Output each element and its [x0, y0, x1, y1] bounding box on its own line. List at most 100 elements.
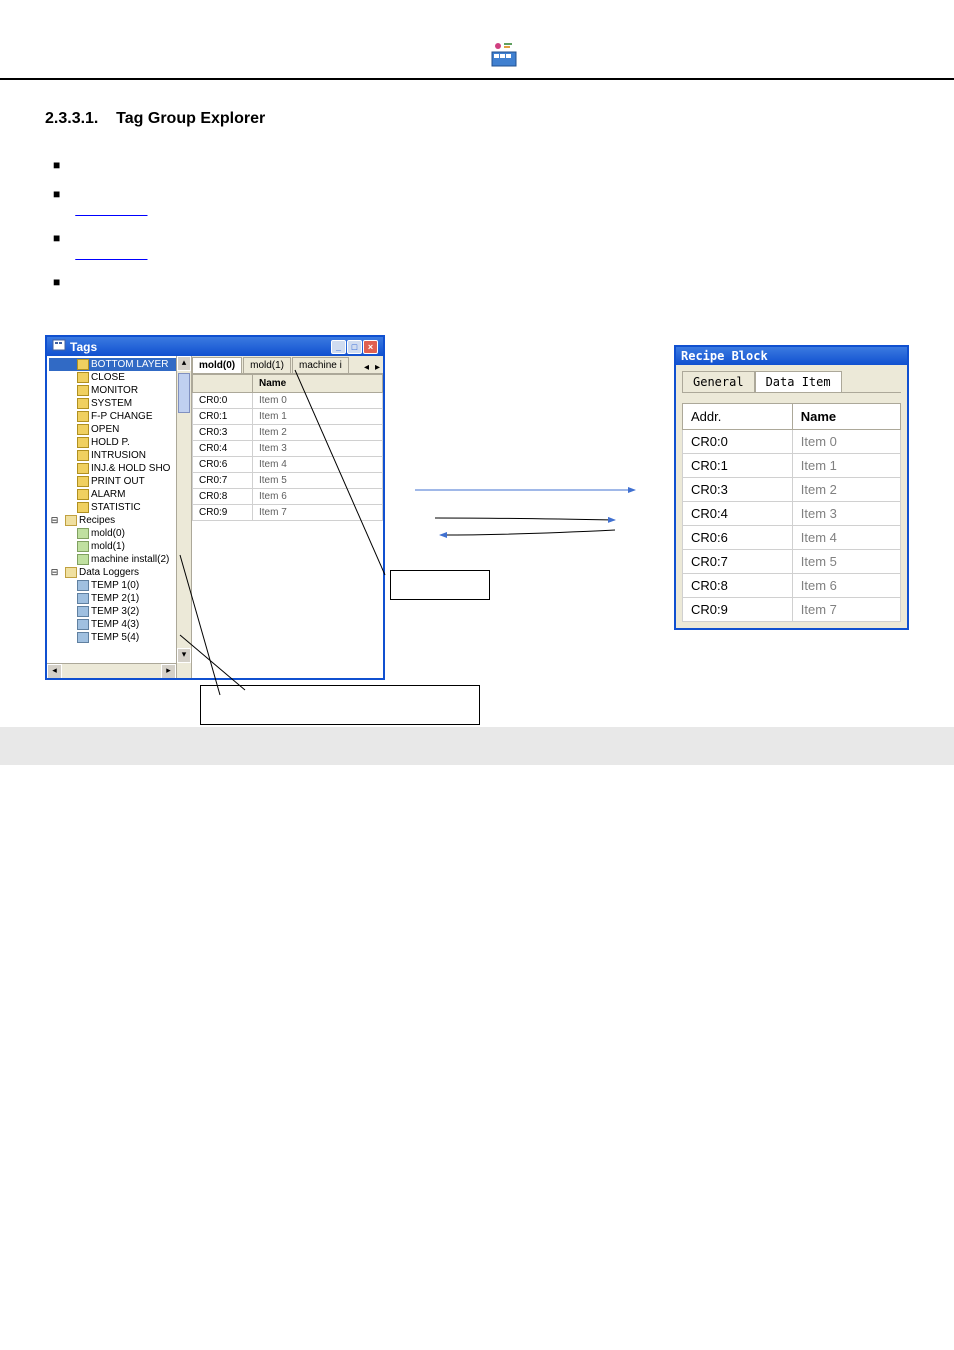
scrollbar-vertical[interactable]: ▴ ▾: [176, 356, 191, 678]
tree-item[interactable]: SYSTEM: [49, 397, 191, 410]
tree-item[interactable]: ⊟ Data Loggers: [49, 566, 191, 579]
table-row[interactable]: CR0:6Item 4: [683, 526, 901, 550]
tree-item[interactable]: CLOSE: [49, 371, 191, 384]
bullet-item: ■ .: [53, 231, 909, 261]
recipe-icon: [77, 528, 89, 539]
table-row[interactable]: CR0:0Item 0: [683, 430, 901, 454]
cell-addr: CR0:6: [683, 526, 793, 550]
tab-machine[interactable]: machine i: [292, 357, 349, 373]
tree-item[interactable]: mold(0): [49, 527, 191, 540]
cell-addr: CR0:9: [683, 598, 793, 622]
scroll-thumb[interactable]: [178, 373, 190, 413]
tree-item[interactable]: PRINT OUT: [49, 475, 191, 488]
bullet-list: ■ . ■ . ■ . ■ ..: [53, 158, 909, 305]
link[interactable]: [75, 246, 147, 261]
tree-item[interactable]: BOTTOM LAYER: [49, 358, 191, 371]
scroll-right[interactable]: ▸: [161, 664, 176, 678]
tree-item[interactable]: OPEN: [49, 423, 191, 436]
screen-icon: [77, 424, 89, 435]
cell-addr: CR0:1: [683, 454, 793, 478]
bullet-item: ■ .: [53, 158, 909, 173]
table-row[interactable]: CR0:3Item 2: [683, 478, 901, 502]
tree-label: TEMP 2(1): [91, 593, 139, 604]
tree-item[interactable]: INTRUSION: [49, 449, 191, 462]
tree-item[interactable]: TEMP 2(1): [49, 592, 191, 605]
cell-addr: CR0:4: [193, 441, 253, 457]
tree-label: PRINT OUT: [91, 476, 145, 487]
scroll-down[interactable]: ▾: [177, 648, 191, 663]
tab-data-item[interactable]: Data Item: [755, 371, 842, 392]
table-row[interactable]: CR0:8Item 6: [683, 574, 901, 598]
table-row[interactable]: CR0:9Item 7: [193, 505, 383, 521]
scroll-up[interactable]: ▴: [177, 356, 191, 371]
recipe-icon: [77, 541, 89, 552]
expand-icon[interactable]: ⊟: [50, 567, 59, 578]
window-title: Tags: [70, 340, 97, 354]
screen-icon: [77, 502, 89, 513]
table-row[interactable]: CR0:4Item 3: [683, 502, 901, 526]
table-row[interactable]: CR0:3Item 2: [193, 425, 383, 441]
table-row[interactable]: CR0:7Item 5: [193, 473, 383, 489]
grid-col-name[interactable]: Name: [253, 375, 383, 393]
expand-icon[interactable]: ⊟: [50, 515, 59, 526]
table-row[interactable]: CR0:1Item 1: [193, 409, 383, 425]
tree-item[interactable]: TEMP 1(0): [49, 579, 191, 592]
tree-item[interactable]: F-P CHANGE: [49, 410, 191, 423]
maximize-button[interactable]: □: [347, 340, 362, 354]
cell-name: Item 0: [253, 393, 383, 409]
logger-icon: [77, 606, 89, 617]
screen-icon: [77, 450, 89, 461]
tree-item[interactable]: TEMP 3(2): [49, 605, 191, 618]
tree-label: mold(1): [91, 541, 125, 552]
folder-icon: [65, 567, 77, 578]
tree-item[interactable]: mold(1): [49, 540, 191, 553]
bullet-marker: ■: [53, 187, 60, 201]
close-button[interactable]: ×: [363, 340, 378, 354]
cell-name: Item 0: [792, 430, 900, 454]
tree-item[interactable]: ⊟Recipes: [49, 514, 191, 527]
screen-icon: [77, 463, 89, 474]
bullet-item: ■ .: [53, 187, 909, 217]
tree-label: Data Loggers: [79, 567, 139, 578]
bullet-marker: ■: [53, 275, 60, 289]
table-row[interactable]: CR0:0Item 0: [193, 393, 383, 409]
bullet-marker: ■: [53, 158, 60, 172]
table-row[interactable]: CR0:4Item 3: [193, 441, 383, 457]
tab-general[interactable]: General: [682, 371, 755, 392]
grid-col-addr[interactable]: [193, 375, 253, 393]
tree-item[interactable]: HOLD P.: [49, 436, 191, 449]
table-row[interactable]: CR0:7Item 5: [683, 550, 901, 574]
callout-box: [200, 685, 480, 725]
cell-name: Item 6: [253, 489, 383, 505]
bullet-text: .: [75, 158, 79, 173]
link[interactable]: [75, 202, 147, 217]
tab-mold-1[interactable]: mold(1): [243, 357, 291, 373]
tree-item[interactable]: TEMP 5(4): [49, 631, 191, 644]
tree-item[interactable]: machine install(2): [49, 553, 191, 566]
tree-item[interactable]: INJ.& HOLD SHO: [49, 462, 191, 475]
cell-addr: CR0:4: [683, 502, 793, 526]
table-row[interactable]: CR0:1Item 1: [683, 454, 901, 478]
tree-item[interactable]: TEMP 4(3): [49, 618, 191, 631]
table-row[interactable]: CR0:9Item 7: [683, 598, 901, 622]
screen-icon: [77, 411, 89, 422]
tree-label: TEMP 5(4): [91, 632, 139, 643]
recipe-col-name[interactable]: Name: [792, 404, 900, 430]
tree-item[interactable]: MONITOR: [49, 384, 191, 397]
scrollbar-horizontal[interactable]: ◂ ▸: [47, 663, 176, 678]
section-heading: 2.3.3.1. Tag Group Explorer: [45, 110, 909, 128]
minimize-button[interactable]: _: [331, 340, 346, 354]
table-row[interactable]: CR0:8Item 6: [193, 489, 383, 505]
tree-pane[interactable]: BOTTOM LAYERCLOSEMONITORSYSTEMF-P CHANGE…: [47, 356, 192, 678]
table-row[interactable]: CR0:6Item 4: [193, 457, 383, 473]
tree-item[interactable]: STATISTIC: [49, 501, 191, 514]
tab-mold-0[interactable]: mold(0): [192, 357, 242, 373]
tab-nav-right[interactable]: ▸: [372, 362, 383, 373]
scroll-left[interactable]: ◂: [47, 664, 62, 678]
bullet-text: .: [75, 231, 147, 261]
recipe-col-addr[interactable]: Addr.: [683, 404, 793, 430]
tree-item[interactable]: ALARM: [49, 488, 191, 501]
cell-name: Item 3: [792, 502, 900, 526]
tab-nav-left[interactable]: ◂: [361, 362, 372, 373]
cell-addr: CR0:0: [683, 430, 793, 454]
